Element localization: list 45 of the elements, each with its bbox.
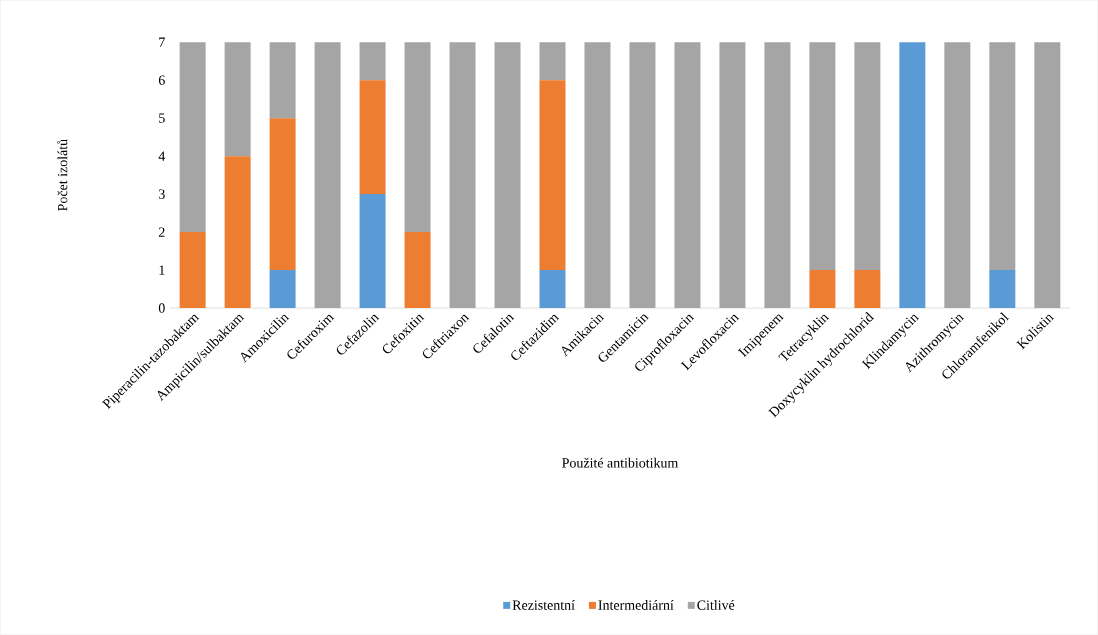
bar <box>809 42 836 271</box>
y-axis-title: Počet izolátů <box>57 139 68 211</box>
bar <box>359 42 386 81</box>
bar <box>449 42 476 308</box>
legend-label: Intermediární <box>598 599 674 610</box>
x-axis-title: Použité antibiotikum <box>562 457 679 468</box>
y-tick-label: 4 <box>158 151 166 161</box>
y-tick-label: 6 <box>158 75 165 85</box>
bar <box>629 42 656 308</box>
bar <box>989 270 1016 308</box>
bar <box>674 42 701 308</box>
bar <box>719 42 746 308</box>
bar <box>359 80 386 195</box>
bar <box>989 42 1016 271</box>
bar <box>359 194 386 308</box>
legend-label: Rezistentní <box>512 599 575 610</box>
y-tick-label: 3 <box>159 189 165 199</box>
bar <box>944 42 971 308</box>
bar <box>179 232 206 308</box>
bar <box>854 42 881 271</box>
bar <box>539 80 566 271</box>
y-tick-label: 1 <box>159 265 165 275</box>
bar <box>1034 42 1061 308</box>
y-tick-label: 0 <box>158 303 165 313</box>
bar <box>269 118 296 271</box>
bar <box>404 232 431 308</box>
bar <box>494 42 521 308</box>
bar <box>854 270 881 308</box>
bar <box>539 42 566 81</box>
y-tick-label: 7 <box>159 37 165 47</box>
bar <box>584 42 611 308</box>
bar <box>899 42 926 308</box>
bar <box>404 42 431 233</box>
y-tick-label: 5 <box>159 113 165 123</box>
bar <box>539 270 566 308</box>
bar <box>764 42 791 308</box>
bar <box>269 42 296 119</box>
bar <box>179 42 206 233</box>
bar <box>224 42 251 157</box>
bar <box>314 42 341 308</box>
y-tick-label: 2 <box>158 227 165 237</box>
legend-label: Citlivé <box>697 599 735 610</box>
bar <box>809 270 836 308</box>
bar <box>269 270 296 308</box>
bar <box>224 156 251 308</box>
